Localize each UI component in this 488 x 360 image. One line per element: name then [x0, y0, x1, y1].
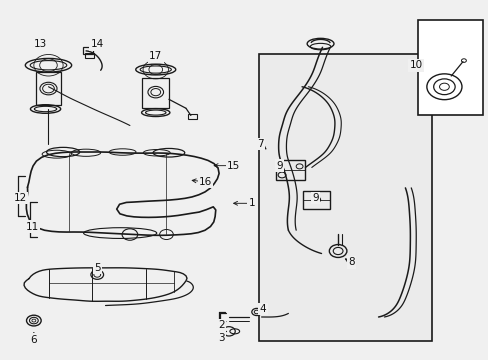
Text: 1: 1 — [248, 198, 255, 208]
Text: 16: 16 — [199, 177, 212, 187]
Text: 10: 10 — [409, 60, 422, 70]
Bar — [36, 72, 61, 105]
Text: 11: 11 — [26, 222, 39, 231]
Bar — [259, 54, 431, 341]
Text: 6: 6 — [30, 334, 37, 345]
Bar — [417, 21, 483, 116]
Text: 4: 4 — [259, 304, 266, 314]
Text: 2: 2 — [217, 320, 224, 330]
Bar — [82, 47, 93, 54]
Text: 14: 14 — [90, 40, 103, 49]
Text: 7: 7 — [256, 139, 263, 149]
Bar — [303, 191, 329, 209]
Text: 8: 8 — [348, 257, 354, 267]
Text: 3: 3 — [217, 333, 224, 343]
Bar — [187, 114, 196, 119]
Text: 9: 9 — [276, 161, 283, 171]
Text: 9: 9 — [311, 193, 318, 203]
Bar — [142, 78, 168, 108]
Text: 13: 13 — [34, 39, 47, 49]
Text: 5: 5 — [94, 263, 101, 273]
Text: 15: 15 — [227, 161, 240, 171]
Bar — [84, 53, 94, 58]
Bar — [276, 160, 305, 180]
Text: 17: 17 — [149, 51, 162, 61]
Text: 12: 12 — [14, 193, 27, 203]
